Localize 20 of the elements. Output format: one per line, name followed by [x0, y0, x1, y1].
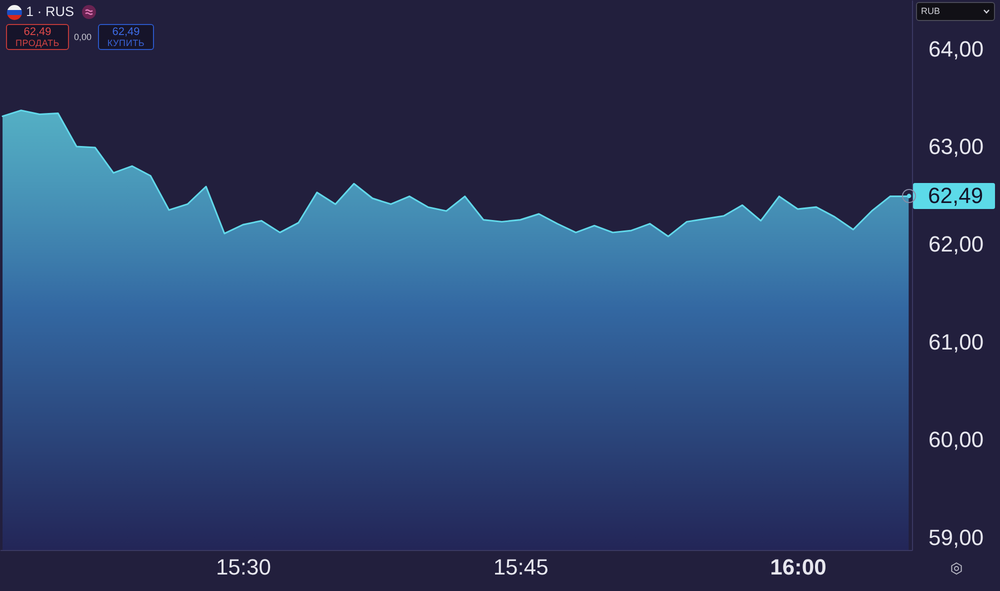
sell-button[interactable]: 62,49 ПРОДАТЬ [6, 24, 69, 50]
annotation: КУПИТЬ [106, 38, 146, 49]
y-tick-label: 59,00 [928, 524, 984, 550]
x-tick-label: 16:00 [770, 554, 826, 580]
annotation: 0,00 [74, 32, 92, 42]
x-tick-label: 15:45 [493, 554, 548, 580]
currency-dropdown[interactable]: RUB [916, 2, 995, 21]
annotation: 62,49 [928, 183, 984, 208]
chart-title: 1 · RUS [26, 4, 74, 20]
y-tick-label: 60,00 [928, 427, 984, 452]
y-tick-label: 64,00 [928, 36, 984, 62]
price-tag: 62,49 [913, 183, 995, 210]
y-tick-label: 61,00 [928, 329, 984, 354]
y-tick-label: 62,00 [928, 232, 984, 257]
x-tick-label: 15:30 [216, 554, 272, 580]
y-tick-label: 63,00 [928, 134, 984, 160]
annotation: 62,49 [111, 26, 141, 38]
annotation: ПРОДАТЬ [14, 38, 60, 49]
annotation: 62,49 [22, 26, 52, 38]
buy-button[interactable]: 62,49 КУПИТЬ [98, 24, 154, 50]
